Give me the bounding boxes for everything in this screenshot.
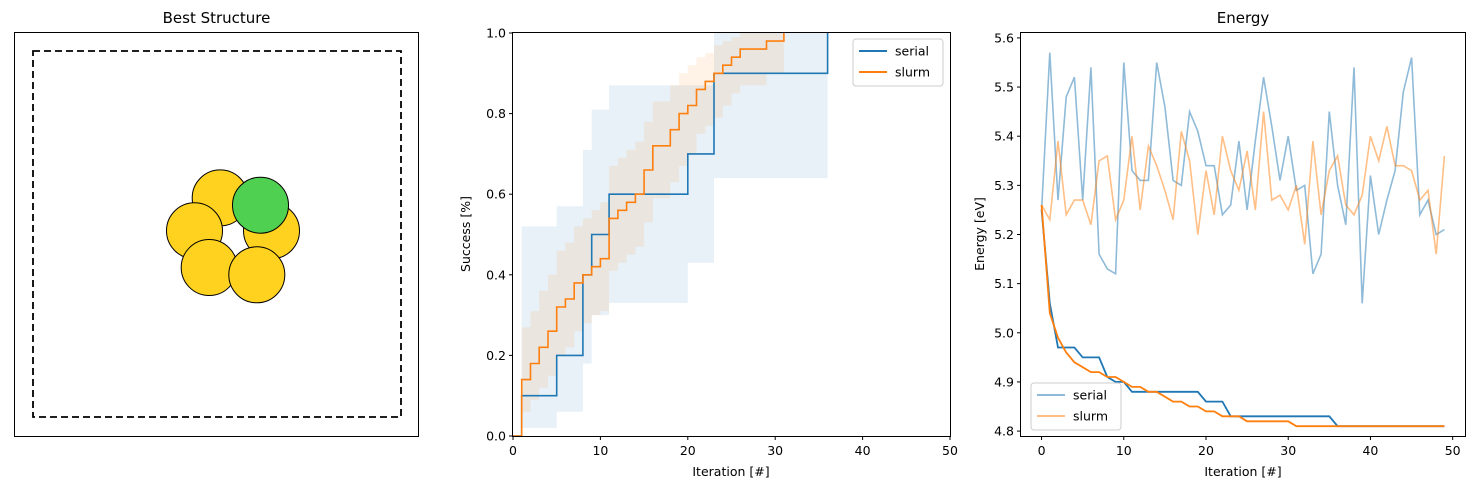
energy-ytick-label-5.1: 5.1 (994, 276, 1014, 291)
green-atom-1 (232, 176, 289, 234)
energy-ticks: 0 10 20 30 40 50 4.8 4.9 5.0 5.1 5.2 5.3 5.4 5.5 5.6 (994, 30, 1461, 458)
success-panel: 0 10 20 30 40 50 0.0 0.2 0.4 0.6 0.8 1.0 Iteration … (458, 26, 958, 480)
success-legend-slurm-label: slurm (895, 65, 930, 80)
serial-success-band (513, 33, 828, 436)
best-structure-frame (14, 32, 419, 437)
energy-xtick-label-0: 0 (1038, 443, 1046, 458)
energy-legend: serial slurm (1030, 382, 1122, 431)
serial-energy-raw-line (1040, 52, 1445, 304)
energy-ylabel: Energy [eV] (972, 197, 987, 271)
energy-xlabel: Iteration [#] (1204, 464, 1281, 479)
success-ytick-label-0.6: 0.6 (486, 187, 506, 202)
energy-xtick-label-10: 10 (1116, 443, 1132, 458)
success-xtick-label-40: 40 (855, 443, 871, 458)
slurm-energy-best-line (1040, 204, 1445, 428)
success-lines (513, 33, 829, 437)
success-ticks: 0 10 20 30 40 50 0.0 0.2 0.4 0.6 0.8 1.0 (486, 26, 958, 459)
energy-title: Energy (1217, 9, 1270, 27)
cell-box (32, 50, 402, 418)
success-legend: serial slurm (852, 38, 944, 87)
gold-atom-4 (180, 239, 238, 296)
energy-plot-frame (1020, 32, 1466, 437)
energy-xtick-label-40: 40 (1362, 443, 1378, 458)
success-ytick-label-0.0: 0.0 (486, 429, 506, 444)
success-xtick-label-10: 10 (592, 443, 608, 458)
gold-atom-5 (228, 246, 286, 304)
best-structure-title: Best Structure (163, 9, 271, 27)
energy-legend-serial-label: serial (1073, 388, 1107, 403)
slurm-energy-raw-line (1040, 111, 1446, 255)
energy-ytick-label-5.0: 5.0 (994, 325, 1014, 340)
best-structure-panel: Best Structure (14, 9, 419, 437)
success-ytick-label-1.0: 1.0 (486, 26, 506, 41)
energy-ytick-label-4.9: 4.9 (994, 374, 1014, 389)
energy-legend-slurm-label: slurm (1073, 409, 1108, 424)
success-ylabel: Success [%] (458, 196, 473, 272)
energy-ytick-label-5.3: 5.3 (994, 178, 1014, 193)
energy-ytick-label-5.4: 5.4 (994, 129, 1014, 144)
success-xlabel: Iteration [#] (692, 464, 769, 479)
success-ytick-label-0.2: 0.2 (486, 348, 506, 363)
success-plot-frame (512, 32, 951, 437)
success-ytick-label-0.4: 0.4 (486, 267, 506, 282)
success-confidence-bands (513, 33, 828, 436)
slurm-success-line (513, 33, 785, 437)
energy-ytick-label-5.6: 5.6 (994, 30, 1014, 45)
atoms-group (166, 169, 300, 304)
success-xtick-label-50: 50 (942, 443, 958, 458)
energy-panel: Energy 0 10 20 30 40 50 4.8 4.9 5.0 5.1 5.2 5.3 5.4 5… (972, 9, 1466, 479)
success-legend-serial-label: serial (895, 44, 929, 59)
serial-success-line (513, 33, 829, 437)
energy-ytick-label-5.5: 5.5 (994, 80, 1014, 95)
energy-ytick-label-4.8: 4.8 (994, 424, 1014, 439)
success-xtick-label-30: 30 (767, 443, 783, 458)
success-ytick-label-0.8: 0.8 (486, 106, 506, 121)
energy-xtick-label-20: 20 (1198, 443, 1214, 458)
energy-xtick-label-30: 30 (1280, 443, 1296, 458)
success-xtick-label-0: 0 (509, 443, 517, 458)
success-xtick-label-20: 20 (680, 443, 696, 458)
energy-ytick-label-5.2: 5.2 (994, 227, 1014, 242)
energy-xtick-label-50: 50 (1445, 443, 1461, 458)
energy-lines (1040, 52, 1446, 428)
